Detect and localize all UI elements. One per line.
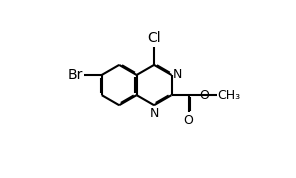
Text: CH₃: CH₃ (218, 89, 241, 102)
Text: Br: Br (67, 68, 83, 82)
Text: N: N (149, 107, 159, 120)
Text: O: O (184, 114, 194, 127)
Text: N: N (173, 69, 182, 82)
Text: O: O (199, 89, 209, 102)
Text: Cl: Cl (147, 31, 161, 45)
